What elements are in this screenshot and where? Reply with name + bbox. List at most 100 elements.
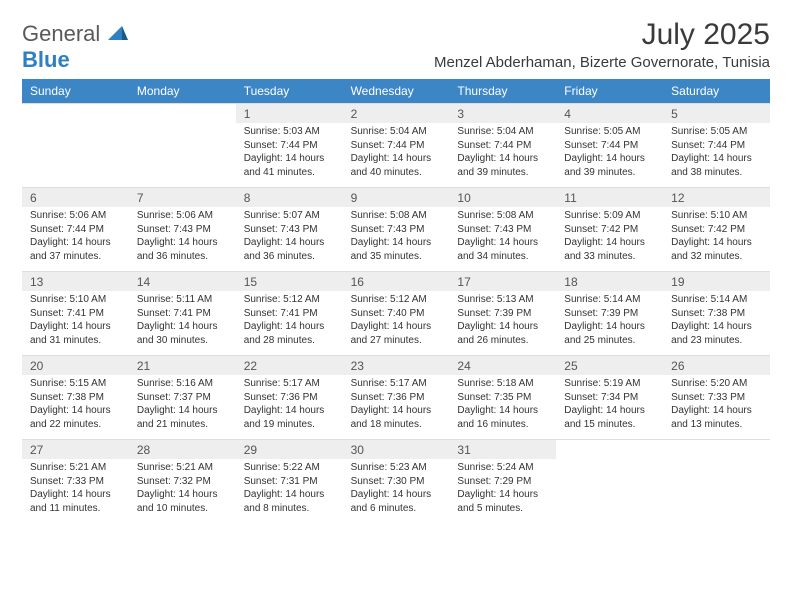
daynum-10: 10 xyxy=(449,187,556,207)
sunset: Sunset: 7:40 PM xyxy=(351,307,442,321)
sunrise: Sunrise: 5:10 AM xyxy=(30,293,121,307)
day-27-details: Sunrise: 5:21 AMSunset: 7:33 PMDaylight:… xyxy=(22,459,129,523)
day-number: 3 xyxy=(449,104,556,123)
day-number: 16 xyxy=(343,272,450,291)
day-2-details: Sunrise: 5:04 AMSunset: 7:44 PMDaylight:… xyxy=(343,123,450,187)
daylight: Daylight: 14 hours and 15 minutes. xyxy=(564,404,655,431)
day-number: 15 xyxy=(236,272,343,291)
daylight: Daylight: 14 hours and 27 minutes. xyxy=(351,320,442,347)
day-number: 2 xyxy=(343,104,450,123)
dow-thursday: Thursday xyxy=(449,79,556,103)
day-4-details: Sunrise: 5:05 AMSunset: 7:44 PMDaylight:… xyxy=(556,123,663,187)
sunset: Sunset: 7:31 PM xyxy=(244,475,335,489)
sunset: Sunset: 7:38 PM xyxy=(30,391,121,405)
day-number: 29 xyxy=(236,440,343,459)
day-number: 6 xyxy=(22,188,129,207)
day-number: 22 xyxy=(236,356,343,375)
day-number: 7 xyxy=(129,188,236,207)
sunset: Sunset: 7:44 PM xyxy=(351,139,442,153)
daynum-19: 19 xyxy=(663,271,770,291)
daynum-16: 16 xyxy=(343,271,450,291)
day-number: 5 xyxy=(663,104,770,123)
daylight: Daylight: 14 hours and 6 minutes. xyxy=(351,488,442,515)
month-title: July 2025 xyxy=(434,18,770,52)
day-24-details: Sunrise: 5:18 AMSunset: 7:35 PMDaylight:… xyxy=(449,375,556,439)
daylight: Daylight: 14 hours and 38 minutes. xyxy=(671,152,762,179)
daynum-3: 3 xyxy=(449,103,556,123)
brand-logo: General Blue xyxy=(22,18,128,70)
dow-wednesday: Wednesday xyxy=(343,79,450,103)
day-number: 10 xyxy=(449,188,556,207)
sunrise: Sunrise: 5:06 AM xyxy=(30,209,121,223)
day-9-details: Sunrise: 5:08 AMSunset: 7:43 PMDaylight:… xyxy=(343,207,450,271)
dow-tuesday: Tuesday xyxy=(236,79,343,103)
day-1-details: Sunrise: 5:03 AMSunset: 7:44 PMDaylight:… xyxy=(236,123,343,187)
sunrise: Sunrise: 5:14 AM xyxy=(564,293,655,307)
daylight: Daylight: 14 hours and 19 minutes. xyxy=(244,404,335,431)
sunset: Sunset: 7:43 PM xyxy=(457,223,548,237)
daynum-22: 22 xyxy=(236,355,343,375)
daynum-empty xyxy=(22,103,129,123)
sunset: Sunset: 7:39 PM xyxy=(457,307,548,321)
daylight: Daylight: 14 hours and 40 minutes. xyxy=(351,152,442,179)
daynum-5: 5 xyxy=(663,103,770,123)
day-number: 8 xyxy=(236,188,343,207)
week-2-details: Sunrise: 5:10 AM Sunset: 7:41 PM Daylight:… xyxy=(22,291,770,355)
sunset: Sunset: 7:41 PM xyxy=(244,307,335,321)
day-number: 25 xyxy=(556,356,663,375)
day-empty xyxy=(129,123,236,187)
daylight: Daylight: 14 hours and 31 minutes. xyxy=(30,320,121,347)
sail-icon xyxy=(108,24,128,40)
sunset: Sunset: 7:36 PM xyxy=(351,391,442,405)
daynum-2: 2 xyxy=(343,103,450,123)
day-number: 27 xyxy=(22,440,129,459)
sunrise: Sunrise: 5:24 AM xyxy=(457,461,548,475)
day-number: 18 xyxy=(556,272,663,291)
daylight: Daylight: 14 hours and 41 minutes. xyxy=(244,152,335,179)
sunset: Sunset: 7:37 PM xyxy=(137,391,228,405)
sunrise: Sunrise: 5:18 AM xyxy=(457,377,548,391)
sunrise: Sunrise: 5:07 AM xyxy=(244,209,335,223)
daynum-26: 26 xyxy=(663,355,770,375)
daynum-20: 20 xyxy=(22,355,129,375)
week-0-daynums: 12345 xyxy=(22,103,770,123)
sunset: Sunset: 7:43 PM xyxy=(244,223,335,237)
sunset: Sunset: 7:44 PM xyxy=(30,223,121,237)
week-4-daynums: 2728293031 xyxy=(22,439,770,459)
daylight: Daylight: 14 hours and 16 minutes. xyxy=(457,404,548,431)
daylight: Daylight: 14 hours and 33 minutes. xyxy=(564,236,655,263)
sunrise: Sunrise: 5:16 AM xyxy=(137,377,228,391)
sunrise: Sunrise: 5:19 AM xyxy=(564,377,655,391)
brand-part1: General xyxy=(22,21,100,46)
day-26-details: Sunrise: 5:20 AMSunset: 7:33 PMDaylight:… xyxy=(663,375,770,439)
sunset: Sunset: 7:32 PM xyxy=(137,475,228,489)
day-23-details: Sunrise: 5:17 AMSunset: 7:36 PMDaylight:… xyxy=(343,375,450,439)
daynum-6: 6 xyxy=(22,187,129,207)
daylight: Daylight: 14 hours and 8 minutes. xyxy=(244,488,335,515)
sunset: Sunset: 7:42 PM xyxy=(564,223,655,237)
daylight: Daylight: 14 hours and 10 minutes. xyxy=(137,488,228,515)
daynum-1: 1 xyxy=(236,103,343,123)
day-empty xyxy=(663,459,770,523)
sunrise: Sunrise: 5:08 AM xyxy=(457,209,548,223)
sunrise: Sunrise: 5:08 AM xyxy=(351,209,442,223)
day-15-details: Sunrise: 5:12 AMSunset: 7:41 PMDaylight:… xyxy=(236,291,343,355)
daynum-24: 24 xyxy=(449,355,556,375)
day-number: 24 xyxy=(449,356,556,375)
day-of-week-header: SundayMondayTuesdayWednesdayThursdayFrid… xyxy=(22,79,770,103)
location: Menzel Abderhaman, Bizerte Governorate, … xyxy=(434,54,770,71)
sunset: Sunset: 7:35 PM xyxy=(457,391,548,405)
sunrise: Sunrise: 5:21 AM xyxy=(137,461,228,475)
day-28-details: Sunrise: 5:21 AMSunset: 7:32 PMDaylight:… xyxy=(129,459,236,523)
day-number: 1 xyxy=(236,104,343,123)
sunrise: Sunrise: 5:14 AM xyxy=(671,293,762,307)
day-11-details: Sunrise: 5:09 AMSunset: 7:42 PMDaylight:… xyxy=(556,207,663,271)
daylight: Daylight: 14 hours and 21 minutes. xyxy=(137,404,228,431)
sunset: Sunset: 7:38 PM xyxy=(671,307,762,321)
day-8-details: Sunrise: 5:07 AMSunset: 7:43 PMDaylight:… xyxy=(236,207,343,271)
day-number: 14 xyxy=(129,272,236,291)
daynum-7: 7 xyxy=(129,187,236,207)
daylight: Daylight: 14 hours and 26 minutes. xyxy=(457,320,548,347)
daynum-27: 27 xyxy=(22,439,129,459)
sunset: Sunset: 7:33 PM xyxy=(30,475,121,489)
